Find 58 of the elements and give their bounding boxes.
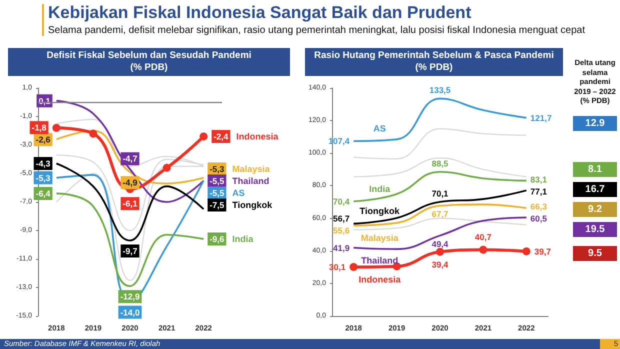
data-label: 39,4 [432, 259, 449, 270]
data-label: 12.9 [573, 116, 617, 131]
series-label: Indonesia [358, 274, 402, 284]
data-label: 9.5 [573, 246, 617, 261]
data-label: -6,4 [36, 188, 51, 198]
data-label: -1,8 [32, 122, 47, 133]
legend-label: Tiongkok [232, 200, 274, 210]
data-label: -2,4 [214, 131, 229, 142]
data-label: -5,5 [210, 176, 225, 186]
data-label: 40,7 [474, 232, 492, 242]
data-label: 56,7 [333, 214, 350, 224]
data-label: 60,5 [530, 214, 548, 224]
data-label: -12,9 [120, 292, 140, 302]
series-label: AS [373, 124, 386, 134]
data-label: -6,1 [122, 198, 138, 209]
data-label: -7,5 [210, 200, 225, 210]
series-label: Tiongkok [360, 206, 401, 216]
data-label: 16.7 [573, 182, 617, 197]
data-label: 9.2 [573, 202, 617, 217]
data-label: -2,6 [36, 134, 51, 145]
data-label: 8.1 [573, 162, 617, 177]
data-label: -4,7 [122, 154, 138, 164]
data-label: 77,1 [530, 186, 548, 197]
data-label: 66,3 [530, 202, 548, 212]
text: Selama pandemi, defisit melebar signifikan, rasio utang pemerintah meningkat, lalu posisi fiskal Indonesia menguat cepat [48, 25, 585, 36]
legend-label: Thailand [232, 176, 270, 186]
data-label: -9,6 [210, 234, 225, 244]
data-label: 39,7 [534, 246, 552, 256]
data-label: 88,5 [432, 158, 449, 168]
chart-title: Defisit Fiskal Sebelum dan Sesudah Pandemi [46, 50, 252, 62]
data-label: -5,3 [36, 172, 51, 183]
data-label: 67,7 [432, 209, 449, 220]
data-label: 49,4 [432, 239, 449, 250]
chart-subtitle: (% PDB) [414, 62, 454, 74]
data-label: -5,3 [210, 164, 225, 174]
legend-label: Indonesia [236, 131, 280, 142]
legend-label: India [232, 234, 254, 244]
data-label: -5,5 [210, 188, 225, 198]
series-label: India [369, 184, 392, 194]
legend-label: AS [232, 188, 245, 198]
data-label: 133,5 [429, 85, 451, 96]
data-label: -4,3 [36, 158, 51, 169]
data-label: 41,9 [333, 242, 350, 253]
data-label: 83,1 [530, 174, 548, 185]
series-label: Thailand [361, 255, 398, 266]
data-label: -9,7 [122, 246, 138, 256]
chart-title: Rasio Hutang Pemerintah Sebelum & Pasca Pandemi [313, 50, 555, 62]
data-label: 70,4 [333, 196, 350, 206]
data-label: 121,7 [530, 112, 552, 123]
data-label: -14,0 [120, 307, 140, 318]
data-label: -4,9 [122, 178, 138, 188]
chart-subtitle: (% PDB) [129, 62, 169, 74]
series-label: Malaysia [360, 232, 400, 243]
data-label: 70,1 [432, 188, 449, 198]
legend-label: Malaysia [232, 164, 271, 174]
data-label: 19.5 [573, 222, 617, 237]
data-label: 55,6 [333, 226, 350, 236]
text: Kebijakan Fiskal Indonesia Sangat Baik dan Prudent [48, 3, 472, 23]
